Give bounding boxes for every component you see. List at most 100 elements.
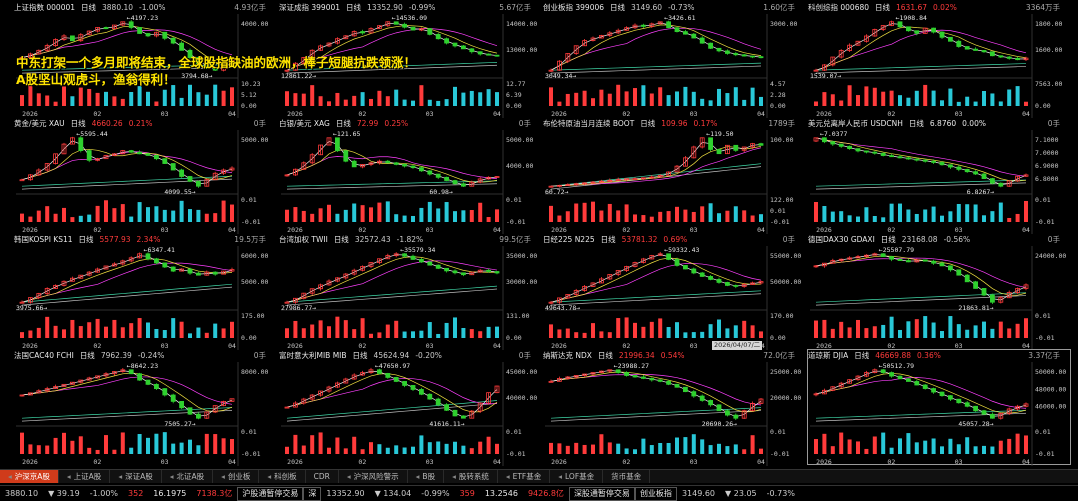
candle-body — [95, 268, 100, 273]
volume-bar — [469, 448, 474, 454]
candle-body — [170, 163, 176, 171]
chart-panel[interactable]: 道琼斯 DJIA 日线 46669.88 0.36% 3.37亿手 ←50512.79 45… — [807, 349, 1071, 466]
candle-body — [343, 35, 349, 40]
candle-body — [309, 394, 315, 400]
chart-panel[interactable]: 深证成指 399001 日线 13352.90 -0.99% 5.67亿手 ←14536.… — [279, 2, 541, 118]
volume-bar — [318, 96, 323, 106]
market-tab[interactable]: ◂ 上证A股 — [59, 470, 111, 483]
candle-body — [204, 63, 210, 69]
status-item[interactable]: 深 — [303, 486, 322, 501]
candle-body — [666, 380, 671, 385]
candle-body — [95, 27, 100, 32]
candle-body — [906, 260, 911, 263]
x-tick-label: 02 — [622, 226, 630, 234]
candle-body — [724, 282, 730, 286]
panel-header: 深证成指 399001 日线 13352.90 -0.99% 5.67亿手 — [279, 2, 541, 14]
panel-period: 日线 — [333, 235, 349, 244]
chart-panel[interactable]: 创业板指 399006 日线 3149.60 -0.73% 1.60亿手 ←3426.61… — [543, 2, 805, 118]
panel-price: 32572.43 — [354, 235, 391, 244]
volume-bar — [28, 444, 33, 454]
panel-name: 纳斯达克 NDX — [543, 351, 592, 360]
volume-bar — [973, 446, 978, 454]
volume-bar — [864, 448, 869, 454]
volume-bar — [335, 437, 340, 454]
volume-bar — [822, 319, 827, 338]
volume-tick-label: 6.39 — [506, 91, 522, 99]
candle-body — [418, 28, 424, 31]
market-tab[interactable]: ◂ 科创板 — [259, 470, 306, 483]
volume-bar — [700, 98, 705, 106]
tab-label: 货币基金 — [611, 472, 642, 481]
y-tick-label: 5000.00 — [241, 278, 268, 286]
volume-tick-label: 7563.00 — [1035, 80, 1062, 88]
x-tick-label: 03 — [161, 458, 169, 466]
market-tab[interactable]: ◂ LOF基金 — [550, 470, 604, 483]
status-item[interactable]: 深股通暂停交易 — [568, 486, 635, 501]
candle-body — [973, 281, 979, 289]
market-tab[interactable]: ◂ 沪深京A股 — [0, 470, 59, 483]
market-tab[interactable]: ◂ 创业板 — [213, 470, 260, 483]
chart-panel[interactable]: 台湾加权 TWII 日线 32572.43 -1.82% 99.5亿手 ←35579.34… — [279, 234, 541, 350]
chart-panel[interactable]: 白银/美元 XAG 日线 72.99 0.25% 0手 ←121.65 60.98→ 5000… — [279, 118, 541, 234]
candle-body — [1006, 292, 1012, 299]
chart-panel[interactable]: 法国CAC40 FCHI 日线 7962.39 -0.24% 0手 ←8642.23 750… — [14, 350, 276, 466]
chart-panel[interactable]: 美元兑离岸人民币 USDCNH 日线 6.8760 0.00% 0手 ←7.0377 6.8… — [808, 118, 1070, 234]
x-tick-label: 04 — [493, 342, 501, 350]
candle-body — [27, 297, 33, 303]
y-tick-label: 50000.00 — [1035, 368, 1066, 376]
low-marker: 3794.68→ — [181, 72, 212, 80]
market-tab[interactable]: ◂ B股 — [408, 470, 445, 483]
market-tab[interactable]: CDR — [306, 470, 339, 483]
market-tab[interactable]: ◂ ETF基金 — [498, 470, 551, 483]
moving-average-line — [21, 175, 233, 187]
volume-bar — [565, 211, 570, 222]
chart-panel[interactable]: 黄金/美元 XAU 日线 4660.26 0.21% 0手 ←5595.44 4099.55… — [14, 118, 276, 234]
volume-bar — [633, 449, 637, 454]
volume-bar — [162, 432, 167, 454]
volume-bar — [129, 447, 134, 454]
candle-body — [309, 288, 315, 294]
moving-average-line — [550, 145, 762, 187]
panel-header: 科创综指 000680 日线 1631.67 0.02% 3364万手 — [808, 2, 1070, 14]
chart-panel[interactable]: 布伦特原油当月连续 BOOT 日线 109.96 0.17% 1789手 ←119.50 6… — [543, 118, 805, 234]
chart-grid: 上证指数 000001 日线 3880.10 -1.00% 4.93亿手 ←4197.23… — [14, 2, 1071, 466]
x-tick-label: 02 — [358, 342, 366, 350]
volume-bar — [624, 448, 629, 454]
volume-tick-label: -0.01 — [770, 218, 790, 226]
candle-body — [103, 265, 109, 270]
candle-body — [1006, 408, 1012, 414]
volume-bar — [649, 321, 654, 338]
candle-body — [284, 69, 290, 72]
market-tab[interactable]: ◂ 股转系统 — [444, 470, 498, 483]
volume-bar — [990, 211, 995, 222]
volume-bar — [830, 328, 835, 338]
market-tab[interactable]: ◂ 深证A股 — [110, 470, 162, 483]
candle-body — [750, 143, 756, 148]
moving-average-line — [550, 407, 762, 419]
x-tick-label: 2026 — [22, 226, 38, 234]
volume-bar — [923, 209, 928, 222]
volume-bar — [385, 324, 390, 338]
volume-bar — [691, 434, 696, 454]
chart-panel[interactable]: 科创综指 000680 日线 1631.67 0.02% 3364万手 ←1908.84 1… — [808, 2, 1070, 118]
market-tab[interactable]: 货币基金 — [603, 470, 651, 483]
volume-bar — [453, 441, 457, 454]
volume-bar — [221, 438, 226, 454]
volume-bar — [708, 203, 713, 222]
candle-body — [998, 55, 1004, 58]
chart-panel[interactable]: 上证指数 000001 日线 3880.10 -1.00% 4.93亿手 ←4197.23… — [14, 2, 276, 118]
volume-tick-label: 0.00 — [770, 102, 786, 110]
chart-panel[interactable]: 富时意大利MIB MIB 日线 45624.94 -0.20% 0手 ←47650.97 4… — [279, 350, 541, 466]
volume-tick-label: 0.00 — [506, 102, 522, 110]
chart-panel[interactable]: 纳斯达克 NDX 日线 21996.34 0.54% 72.0亿手 ←23988.27 20… — [543, 350, 805, 466]
x-tick-label: 03 — [690, 226, 698, 234]
candle-body — [410, 165, 416, 169]
chart-panel[interactable]: 德国DAX30 GDAXI 日线 23168.08 -0.56% 0手 ←25507.79… — [808, 234, 1070, 350]
market-tab[interactable]: ◂ 沪深风险警示 — [339, 470, 408, 483]
chart-panel[interactable]: 韩国KOSPI KS11 日线 5577.93 2.34% 19.5万手 ←6347.41… — [14, 234, 276, 350]
status-item[interactable]: 沪股通暂停交易 — [237, 486, 304, 501]
volume-bar — [478, 331, 483, 338]
chart-panel[interactable]: 日经225 N225 日线 53781.32 0.69% 0手 ←59332.43 4964… — [543, 234, 805, 350]
market-tab[interactable]: ◂ 北证A股 — [162, 470, 214, 483]
status-item[interactable]: 创业板指 — [634, 486, 677, 501]
